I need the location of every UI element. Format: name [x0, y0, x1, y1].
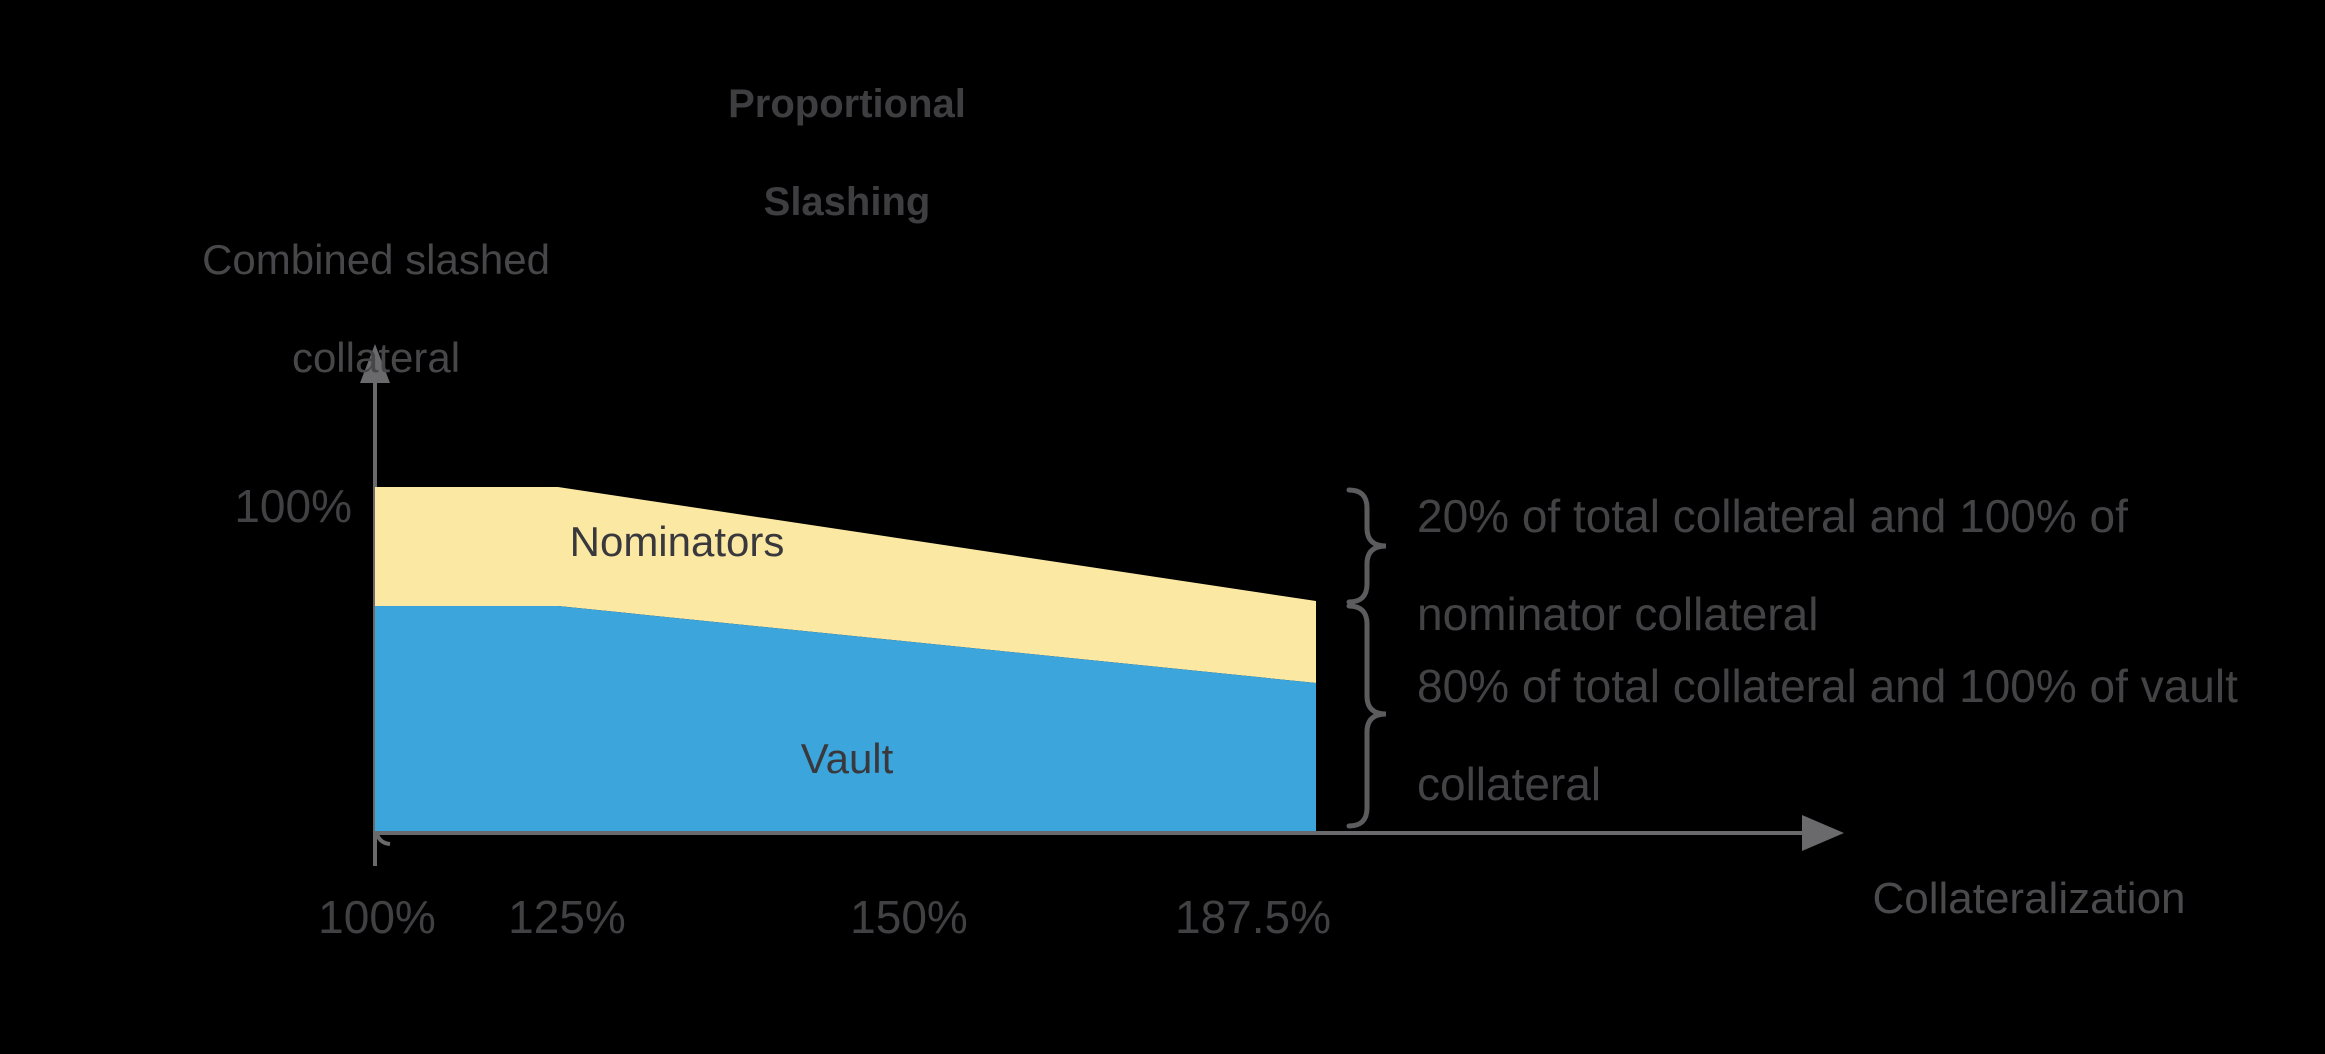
nominators-area-label: Nominators: [569, 518, 785, 565]
vault-annotation-line1: 80% of total collateral and 100% of vaul…: [1417, 660, 2238, 712]
x-tick-100: 100%: [318, 891, 436, 943]
y-axis-arrowhead-icon: [360, 344, 390, 383]
chart-title-line1: Proportional: [728, 82, 966, 126]
vault-annotation-line2: collateral: [1417, 758, 1602, 810]
x-tick-150: 150%: [850, 891, 968, 943]
nominators-brace: [1346, 487, 1387, 605]
vault-annotation: 80% of total collateral and 100% of vaul…: [1417, 662, 2238, 809]
nominators-area: [375, 487, 1316, 683]
vault-brace: [1346, 603, 1387, 829]
axis-origin-corner: [374, 829, 391, 846]
y-tick-100: 100%: [234, 480, 352, 532]
vault-area: [375, 606, 1316, 831]
y-axis-title: Combined slashed collateral: [202, 235, 550, 382]
chart-title: Proportional Slashing: [728, 80, 966, 227]
y-axis-title-line1: Combined slashed: [202, 236, 550, 283]
x-tick-125: 125%: [508, 891, 626, 943]
nominators-annotation: 20% of total collateral and 100% of nomi…: [1417, 492, 2128, 639]
chart-title-line2: Slashing: [763, 180, 931, 224]
vault-area-label: Vault: [800, 735, 894, 782]
nominators-annotation-line2: nominator collateral: [1417, 588, 1819, 640]
nominators-annotation-line1: 20% of total collateral and 100% of: [1417, 490, 2128, 542]
x-tick-187-5: 187.5%: [1174, 891, 1332, 943]
x-axis-arrowhead-icon: [1802, 815, 1844, 851]
x-axis-title: Collateralization: [1872, 874, 2186, 923]
y-axis-title-line2: collateral: [291, 334, 461, 381]
